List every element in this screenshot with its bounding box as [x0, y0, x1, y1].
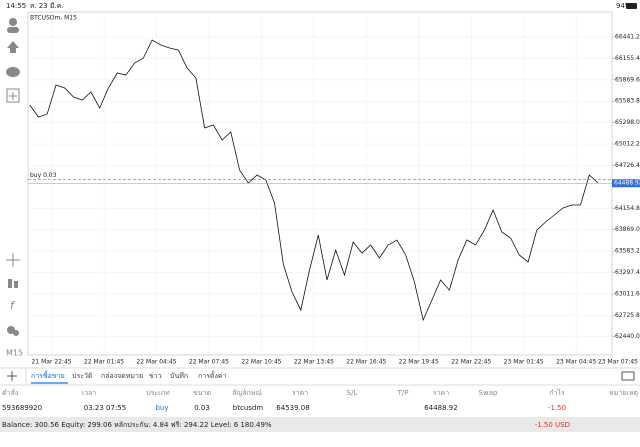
position-label: buy 0.03 [30, 172, 57, 179]
tab[interactable]: บันทึก [170, 371, 188, 380]
y-tick-label: 62440.00 [615, 333, 640, 340]
y-tick-label: 66155.40 [615, 55, 640, 62]
battery-icon [626, 3, 637, 9]
indicator-icon-bar [14, 281, 18, 288]
column-header: กำไร [549, 388, 565, 397]
cell-symbol: btcusdm [233, 404, 264, 412]
indicator-icon[interactable] [8, 279, 12, 288]
y-tick-label: 65869.60 [615, 76, 640, 83]
column-header: S/L [347, 389, 358, 397]
column-header: สัญลักษณ์ [232, 389, 262, 397]
tabs: การซื้อขาย ประวัติ กล่องจดหมาย ข่าว บันทึก กา… [31, 369, 227, 384]
x-tick-label: 22 Mar 07:45 [189, 359, 229, 366]
add-button[interactable] [7, 371, 17, 381]
chart-symbol: BTCUSDm, M15 [30, 15, 77, 22]
account-icon-body [7, 27, 19, 33]
x-tick-label: 22 Mar 22:45 [451, 359, 491, 366]
objects-icon-b [13, 330, 19, 336]
column-header: T/P [397, 389, 409, 397]
column-header: ราคา [433, 389, 449, 397]
price-line [29, 39, 599, 322]
y-tick-label: 64726.40 [615, 162, 640, 169]
x-tick-label: 22 Mar 04:45 [136, 359, 176, 366]
crosshair-icon[interactable] [6, 253, 20, 267]
panel-toggle[interactable] [621, 371, 635, 381]
tab[interactable]: กล่องจดหมาย [101, 372, 143, 380]
y-tick-label: 65583.80 [615, 98, 640, 105]
x-tick-label: 23 Mar 07:45 [598, 359, 638, 366]
y-tick-label: 63869.00 [615, 226, 640, 233]
tab[interactable]: การซื้อขาย [31, 369, 65, 380]
y-tick-label: 65298.00 [615, 119, 640, 126]
column-header: คำสั่ง [2, 388, 18, 397]
tab[interactable]: ข่าว [149, 372, 162, 380]
timeframe-button[interactable]: M15 [6, 349, 23, 358]
y-tick-label: 65012.20 [615, 141, 640, 148]
status-date: ส. 23 มี.ค. [30, 2, 64, 10]
cell-price-open: 64539.08 [276, 404, 309, 412]
left-toolbar: f [6, 18, 20, 336]
price-tag-label: 64488.92 [614, 180, 640, 187]
new-icon[interactable] [6, 88, 20, 103]
new-icon-plus [9, 92, 17, 100]
cell-type: buy [155, 404, 168, 412]
cell-order: 593689920 [2, 404, 42, 412]
y-tick-label: 66441.20 [615, 34, 640, 41]
x-tick-label: 22 Mar 16:45 [346, 359, 386, 366]
column-header: ราคา [292, 389, 308, 397]
y-tick-label: 63011.60 [615, 290, 640, 297]
cell-volume: 0.03 [194, 404, 210, 412]
trade-icon[interactable] [7, 41, 19, 53]
chat-icon[interactable] [6, 67, 20, 77]
x-tick-label: 23 Mar 01:45 [504, 359, 544, 366]
footer-bar [0, 417, 640, 432]
account-summary: Balance: 300.56 Equity: 299.06 หลักประกั… [2, 421, 272, 429]
y-tick-label: 62725.80 [615, 312, 640, 319]
total-profit: -1.50 USD [535, 421, 570, 429]
column-header: ขนาด [193, 389, 211, 397]
objects-icon[interactable] [7, 326, 15, 334]
price-tag [612, 179, 640, 188]
trade-table: คำสั่ง เวลา ประเภท ขนาด สัญลักษณ์ ราคา S/L T/P ร… [2, 388, 638, 412]
cell-profit: -1.50 [548, 404, 566, 412]
column-header: หมายเหตุ [609, 389, 638, 397]
tab[interactable]: ประวัติ [72, 372, 93, 380]
status-time: 14:55 [6, 2, 26, 10]
status-battery: 94% [616, 2, 632, 10]
cell-price-current: 64488.92 [424, 404, 457, 412]
y-tick-label: 63297.40 [615, 269, 640, 276]
column-header: เวลา [82, 389, 97, 397]
account-icon[interactable] [9, 18, 17, 26]
x-tick-label: 22 Mar 19:45 [399, 359, 439, 366]
column-header: Swap [479, 389, 498, 397]
column-header: ประเภท [146, 389, 170, 397]
y-tick-label: 63583.20 [615, 248, 640, 255]
chart: 66441.20 66155.40 65869.60 65583.80 65298.00… [28, 12, 640, 366]
x-tick-label: 23 Mar 04:45 [556, 359, 596, 366]
function-icon[interactable]: f [10, 299, 16, 312]
x-tick-label: 22 Mar 01:45 [84, 359, 124, 366]
x-tick-label: 21 Mar 22:45 [32, 359, 72, 366]
x-tick-label: 22 Mar 13:45 [294, 359, 334, 366]
cell-time: 03.23 07:55 [84, 404, 126, 412]
y-tick-label: 64154.80 [615, 205, 640, 212]
x-tick-label: 22 Mar 10:45 [241, 359, 281, 366]
tab[interactable]: การตั้งค่า [198, 369, 227, 380]
